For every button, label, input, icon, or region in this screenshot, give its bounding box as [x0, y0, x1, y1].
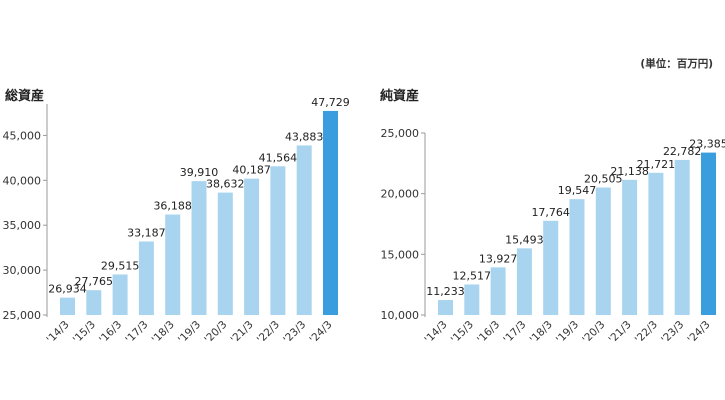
- x-tick-label: '22/3: [633, 319, 660, 346]
- bar-8: [622, 179, 638, 315]
- data-label: 22,782: [663, 145, 702, 158]
- bar-1: [438, 300, 453, 315]
- x-tick-label: '16/3: [97, 319, 124, 346]
- bar-5: [165, 214, 181, 315]
- x-tick-label: '24/3: [685, 319, 712, 346]
- data-label: 12,517: [453, 269, 492, 282]
- x-tick-label: '21/3: [229, 319, 256, 346]
- x-tick-label: '19/3: [176, 319, 203, 346]
- x-tick-label: '14/3: [44, 319, 71, 346]
- data-label: 26,934: [48, 283, 87, 296]
- x-tick-label: '23/3: [281, 319, 308, 346]
- data-label: 20,505: [584, 173, 623, 186]
- data-label: 17,764: [531, 206, 570, 219]
- chart-title: 純資産: [380, 88, 419, 104]
- bar-4: [138, 241, 154, 315]
- x-tick-label: '17/3: [123, 319, 150, 346]
- bar-8: [244, 178, 260, 315]
- y-tick-label: 10,000: [381, 309, 420, 322]
- bar-9: [648, 172, 664, 315]
- bar-7: [217, 192, 233, 315]
- y-tick-label: 45,000: [3, 129, 42, 142]
- y-tick-label: 35,000: [3, 219, 42, 232]
- x-tick-label: '19/3: [554, 319, 581, 346]
- data-label: 11,233: [426, 285, 465, 298]
- bar-2: [86, 290, 102, 315]
- x-tick-label: '24/3: [307, 319, 334, 346]
- data-label: 21,721: [637, 158, 676, 171]
- x-tick-label: '20/3: [202, 319, 229, 346]
- data-label: 41,564: [259, 151, 298, 164]
- bar-4: [516, 248, 532, 315]
- y-tick-label: 25,000: [381, 127, 420, 140]
- bar-3: [112, 274, 128, 315]
- x-tick-label: '20/3: [580, 319, 607, 346]
- data-label: 39,910: [180, 166, 219, 179]
- y-tick-label: 40,000: [3, 174, 42, 187]
- bar-3: [490, 267, 506, 315]
- x-tick-label: '23/3: [659, 319, 686, 346]
- x-tick-label: '18/3: [150, 319, 177, 346]
- bar-6: [191, 181, 207, 315]
- data-label: 19,547: [558, 184, 597, 197]
- x-tick-label: '15/3: [449, 319, 476, 346]
- x-tick-label: '14/3: [422, 319, 449, 346]
- y-tick-label: 30,000: [3, 264, 42, 277]
- x-tick-label: '21/3: [607, 319, 634, 346]
- data-label: 13,927: [479, 252, 518, 265]
- bar-6: [569, 199, 585, 315]
- y-tick-label: 15,000: [381, 248, 420, 261]
- bar-9: [270, 166, 286, 315]
- unit-note: (単位：百万円): [640, 57, 713, 70]
- bar-7: [595, 187, 611, 315]
- x-tick-label: '22/3: [255, 319, 282, 346]
- data-label: 21,138: [610, 165, 649, 178]
- bar-5: [543, 220, 559, 315]
- bar-10: [674, 159, 690, 315]
- x-tick-label: '15/3: [71, 319, 98, 346]
- data-label: 47,729: [311, 96, 350, 109]
- bar-11: [323, 110, 338, 315]
- data-label: 38,632: [206, 178, 245, 191]
- bar-2: [464, 284, 480, 315]
- x-tick-label: '18/3: [528, 319, 555, 346]
- net-assets-chart: 純資産 10,000 15,000 20,000 25,000 11,233 '14/3 12…: [380, 88, 725, 346]
- x-tick-label: '17/3: [501, 319, 528, 346]
- bar-1: [60, 297, 75, 315]
- y-tick-label: 20,000: [381, 188, 420, 201]
- data-label: 27,765: [75, 275, 114, 288]
- data-label: 23,385: [689, 138, 725, 151]
- total-assets-chart: 総資産 25,000 30,000 35,000 40,000 45,000 26,934 '…: [3, 88, 350, 346]
- data-label: 29,515: [101, 259, 140, 272]
- bar-11: [701, 152, 716, 315]
- data-label: 36,188: [153, 200, 192, 213]
- y-tick-label: 25,000: [3, 309, 42, 322]
- bar-10: [296, 145, 312, 315]
- data-label: 40,187: [232, 164, 271, 177]
- data-label: 33,187: [127, 226, 166, 239]
- chart-title: 総資産: [5, 88, 44, 104]
- data-label: 15,493: [505, 233, 544, 246]
- x-tick-label: '16/3: [475, 319, 502, 346]
- data-label: 43,883: [285, 130, 324, 143]
